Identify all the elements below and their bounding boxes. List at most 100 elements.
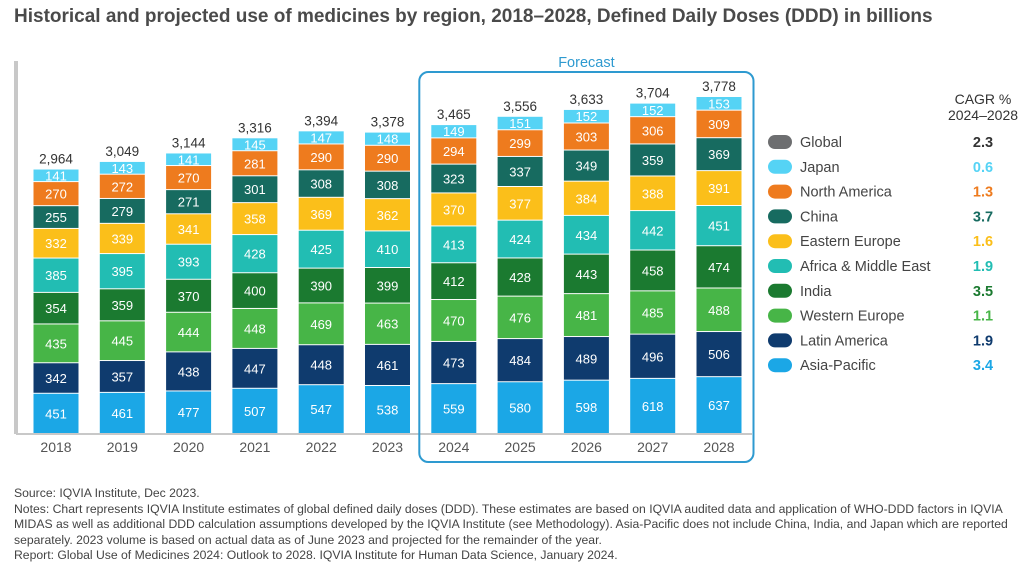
- data-label-western-europe: 445: [111, 334, 133, 349]
- bar-segment-japan: [497, 116, 543, 130]
- data-label-japan: 153: [708, 96, 730, 111]
- data-label-africa-middle-east: 385: [45, 268, 67, 283]
- data-label-north-america: 270: [178, 171, 200, 186]
- data-label-western-europe: 444: [178, 325, 200, 340]
- bar-segment-china: [696, 138, 742, 171]
- bar-segment-eastern-europe: [232, 203, 278, 235]
- data-label-asia-pacific: 618: [642, 399, 664, 414]
- data-label-latin-america: 342: [45, 371, 67, 386]
- bar-segment-japan: [166, 153, 212, 166]
- total-label: 3,378: [371, 115, 405, 130]
- data-label-north-america: 281: [244, 156, 266, 171]
- bar-segment-japan: [696, 97, 742, 110]
- bar-segment-africa-middle-east: [232, 235, 278, 273]
- axis-layer: [14, 61, 752, 435]
- data-label-africa-middle-east: 451: [708, 219, 730, 234]
- bar-segment-latin-america: [232, 348, 278, 388]
- chart-title: Historical and projected use of medicine…: [14, 6, 933, 27]
- x-tick-label: 2021: [239, 439, 270, 455]
- data-label-eastern-europe: 377: [509, 196, 531, 211]
- data-label-asia-pacific: 461: [111, 406, 133, 421]
- data-label-china: 349: [576, 159, 598, 174]
- legend-label: Japan: [800, 160, 840, 176]
- bar-segment-africa-middle-east: [696, 206, 742, 246]
- bar-segment-western-europe: [696, 288, 742, 332]
- methodology-note: Notes: Chart represents IQVIA Institute …: [14, 501, 1008, 547]
- bar-segment-asia-pacific: [99, 392, 145, 433]
- total-label: 3,704: [636, 86, 670, 101]
- data-label-china: 359: [642, 153, 664, 168]
- legend-label: Asia-Pacific: [800, 358, 876, 374]
- data-label-western-europe: 476: [509, 310, 531, 325]
- forecast-box: Forecast: [418, 55, 755, 463]
- bar-segment-india: [696, 246, 742, 288]
- data-label-eastern-europe: 341: [178, 222, 200, 237]
- bar-segment-india: [232, 273, 278, 308]
- data-label-china: 301: [244, 182, 266, 197]
- bar-segment-japan: [431, 125, 477, 138]
- data-label-asia-pacific: 538: [377, 403, 399, 418]
- bar-segment-north-america: [365, 145, 410, 171]
- legend-label: India: [800, 284, 832, 300]
- bar-segment-japan: [33, 169, 79, 182]
- bar-segment-china: [431, 164, 477, 193]
- bar-segment-western-europe: [232, 308, 278, 348]
- legend-label: North America: [800, 185, 893, 201]
- bar-segment-eastern-europe: [563, 181, 609, 215]
- data-label-western-europe: 435: [45, 336, 67, 351]
- data-label-india: 390: [310, 279, 332, 294]
- bar-segment-china: [298, 170, 344, 197]
- bar-segment-china: [33, 206, 79, 228]
- cagr-header-line2: 2024–2028: [948, 107, 1018, 123]
- legend-cagr-value: 1.6: [973, 234, 993, 250]
- legend-swatch: [768, 333, 792, 348]
- data-label-africa-middle-east: 424: [509, 232, 531, 247]
- bar-segment-eastern-europe: [99, 223, 145, 254]
- bar-segment-india: [497, 258, 543, 296]
- x-tick-label: 2026: [571, 439, 602, 455]
- data-label-latin-america: 357: [111, 369, 133, 384]
- data-label-africa-middle-east: 428: [244, 247, 266, 262]
- bar-segment-eastern-europe: [630, 176, 676, 211]
- bar-segment-western-europe: [563, 294, 609, 337]
- bar-segment-eastern-europe: [431, 193, 477, 226]
- data-label-latin-america: 489: [576, 351, 598, 366]
- x-tick-label: 2019: [107, 439, 138, 455]
- data-label-africa-middle-east: 393: [178, 255, 200, 270]
- bar-segment-china: [166, 190, 212, 214]
- data-label-eastern-europe: 362: [377, 208, 399, 223]
- bar-stack-2022: 547 448 469 390 425 369 308 290 147 3,394 2022: [298, 113, 344, 455]
- data-label-india: 428: [509, 270, 531, 285]
- data-label-india: 370: [178, 289, 200, 304]
- data-label-latin-america: 484: [509, 353, 531, 368]
- bar-segment-asia-pacific: [365, 386, 410, 433]
- data-label-africa-middle-east: 425: [310, 242, 332, 257]
- data-label-eastern-europe: 358: [244, 212, 266, 227]
- bar-segment-africa-middle-east: [497, 220, 543, 258]
- data-label-western-europe: 481: [576, 308, 598, 323]
- bar-segment-china: [99, 198, 145, 223]
- legend-cagr-value: 1.9: [973, 259, 993, 275]
- data-label-japan: 149: [443, 124, 465, 139]
- legend-cagr-value: 3.7: [973, 209, 993, 225]
- bar-segment-eastern-europe: [33, 228, 79, 258]
- data-label-asia-pacific: 507: [244, 404, 266, 419]
- legend-swatch: [768, 259, 792, 273]
- data-label-asia-pacific: 559: [443, 402, 465, 417]
- legend-label: Latin America: [800, 333, 889, 349]
- bar-segment-north-america: [497, 130, 543, 156]
- legend-cagr-value: 2.3: [973, 135, 993, 151]
- legend-item-india: India 3.5: [768, 283, 993, 300]
- x-tick-label: 2027: [637, 439, 668, 455]
- bar-segment-north-america: [696, 110, 742, 138]
- legend-item-north-america: North America 1.3: [768, 184, 993, 201]
- legend-cagr-value: 1.9: [973, 333, 993, 349]
- bar-segment-latin-america: [166, 352, 212, 391]
- data-label-north-america: 272: [111, 179, 133, 194]
- bar-segment-china: [365, 171, 410, 199]
- bar-stack-2021: 507 447 448 400 428 358 301 281 145 3,316 2021: [232, 120, 278, 455]
- data-label-eastern-europe: 391: [708, 181, 730, 196]
- bar-segment-china: [232, 176, 278, 203]
- x-tick-label: 2028: [703, 439, 734, 455]
- bar-segment-latin-america: [431, 341, 477, 384]
